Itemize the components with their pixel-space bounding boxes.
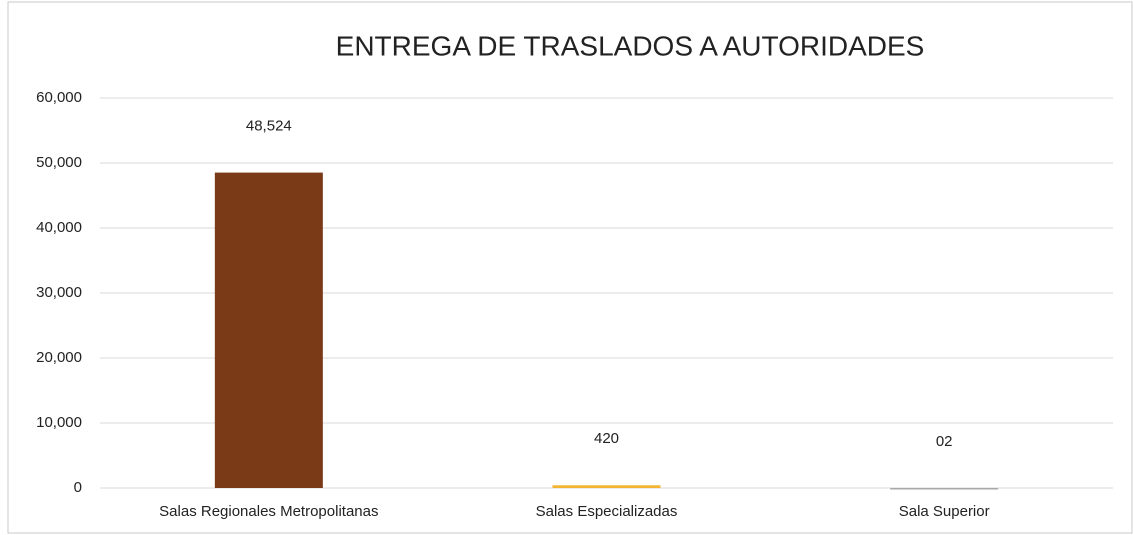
y-tick-label: 30,000 xyxy=(36,284,82,301)
x-tick-label: Salas Regionales Metropolitanas xyxy=(159,503,378,520)
chart-frame xyxy=(7,1,1133,534)
y-tick-label: 50,000 xyxy=(36,154,82,171)
y-tick-label: 10,000 xyxy=(36,414,82,431)
y-tick-label: 20,000 xyxy=(36,349,82,366)
y-tick-label: 0 xyxy=(74,479,82,496)
bar xyxy=(890,487,999,490)
data-label: 48,524 xyxy=(246,118,292,135)
y-tick-label: 60,000 xyxy=(36,89,82,106)
data-label: 420 xyxy=(594,430,619,447)
x-tick-label: Sala Superior xyxy=(899,503,990,520)
bar xyxy=(552,485,661,488)
y-tick-label: 40,000 xyxy=(36,219,82,236)
bar xyxy=(214,172,323,488)
x-tick-label: Salas Especializadas xyxy=(536,503,678,520)
chart-title: ENTREGA DE TRASLADOS A AUTORIDADES xyxy=(336,30,925,61)
data-label: 02 xyxy=(936,433,953,450)
